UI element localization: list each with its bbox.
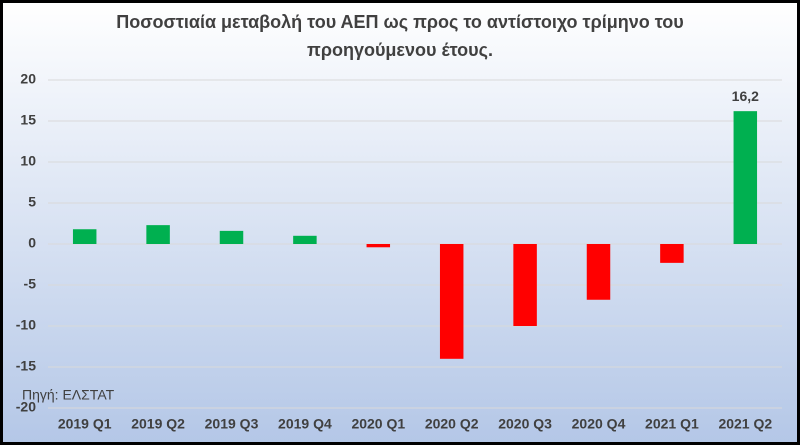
bar bbox=[733, 111, 758, 244]
data-label: 16,2 bbox=[732, 88, 759, 104]
bar bbox=[660, 244, 684, 263]
chart-title: Ποσοστιαία μεταβολή του ΑΕΠ ως προς το α… bbox=[116, 12, 684, 60]
y-tick-label: 20 bbox=[20, 71, 36, 87]
x-tick-label: 2021 Q1 bbox=[645, 416, 699, 432]
y-tick-label: 15 bbox=[20, 112, 36, 128]
y-tick-label: 10 bbox=[20, 153, 36, 169]
bar bbox=[366, 244, 391, 248]
x-tick-label: 2020 Q1 bbox=[351, 416, 405, 432]
x-tick-label: 2020 Q4 bbox=[572, 416, 626, 432]
bar bbox=[293, 235, 317, 244]
bar bbox=[72, 229, 97, 244]
bar bbox=[219, 230, 244, 244]
bar bbox=[513, 244, 537, 326]
x-tick-label: 2019 Q1 bbox=[58, 416, 112, 432]
x-tick-label: 2020 Q2 bbox=[425, 416, 479, 432]
x-tick-label: 2020 Q3 bbox=[498, 416, 552, 432]
y-tick-label: -15 bbox=[16, 358, 36, 374]
x-tick-label: 2019 Q3 bbox=[205, 416, 259, 432]
y-tick-label: -10 bbox=[16, 317, 36, 333]
y-tick-label: 0 bbox=[28, 235, 36, 251]
bar bbox=[439, 244, 464, 359]
bar bbox=[146, 225, 170, 244]
source-note: Πηγή: ΕΛΣΤΑΤ bbox=[22, 387, 115, 403]
y-tick-label: -20 bbox=[16, 399, 36, 415]
bar bbox=[586, 244, 611, 300]
x-tick-label: 2019 Q2 bbox=[131, 416, 185, 432]
x-tick-label: 2019 Q4 bbox=[278, 416, 332, 432]
x-tick-label: 2021 Q2 bbox=[718, 416, 772, 432]
y-tick-label: -5 bbox=[24, 276, 37, 292]
y-tick-label: 5 bbox=[28, 194, 36, 210]
